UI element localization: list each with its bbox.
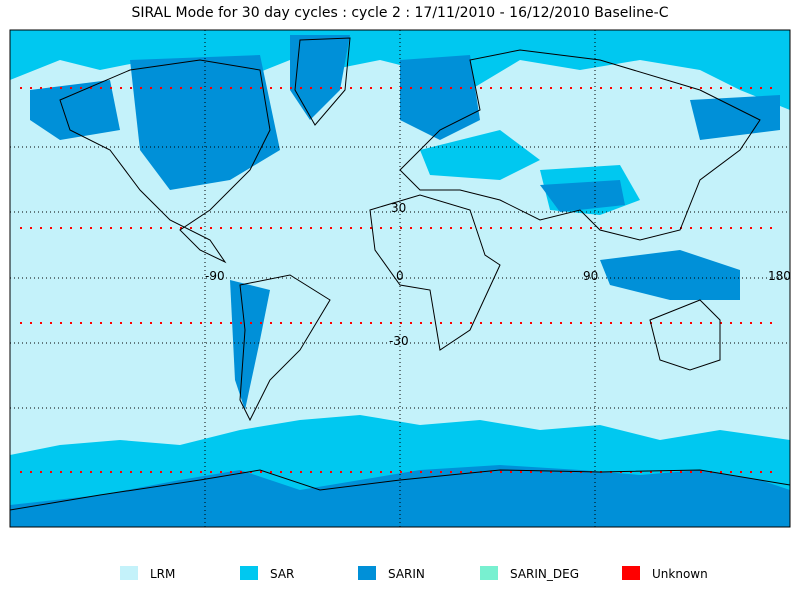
legend-swatch [358, 566, 376, 580]
legend: LRM SAR SARIN SARIN_DEG Unknown [120, 566, 708, 581]
legend-swatch [240, 566, 258, 580]
legend-label: LRM [150, 567, 175, 581]
legend-label: SARIN_DEG [510, 567, 579, 581]
sarin-siberia [690, 95, 780, 140]
sarin-antarctica [10, 465, 790, 527]
legend-swatch [622, 566, 640, 580]
legend-label: Unknown [652, 567, 708, 581]
lon-label: 180 [768, 269, 791, 283]
map-frame [9, 29, 791, 528]
unknown-tracks [20, 87, 780, 473]
legend-swatch [120, 566, 138, 580]
graticule [10, 30, 790, 527]
map-title: SIRAL Mode for 30 day cycles : cycle 2 :… [132, 5, 669, 21]
sarin-indonesia [600, 250, 740, 300]
legend-label: SARIN [388, 567, 425, 581]
sarin-andes [230, 280, 270, 410]
sarin-scandinavia [400, 55, 480, 140]
legend-swatch [480, 566, 498, 580]
lon-label: 0 [396, 269, 404, 283]
coastlines [9, 37, 791, 511]
lat-label: -30 [389, 334, 409, 348]
legend-label: SAR [270, 567, 294, 581]
sarin-tibet [540, 180, 625, 212]
sarin-alaska [30, 80, 120, 140]
lon-label: 90 [583, 269, 598, 283]
map: 30 -30 -90 0 90 180 [9, 29, 791, 528]
lat-label: 30 [391, 201, 406, 215]
sarin-greenland [290, 35, 350, 120]
lon-label: -90 [205, 269, 225, 283]
sar-europe [420, 130, 540, 180]
